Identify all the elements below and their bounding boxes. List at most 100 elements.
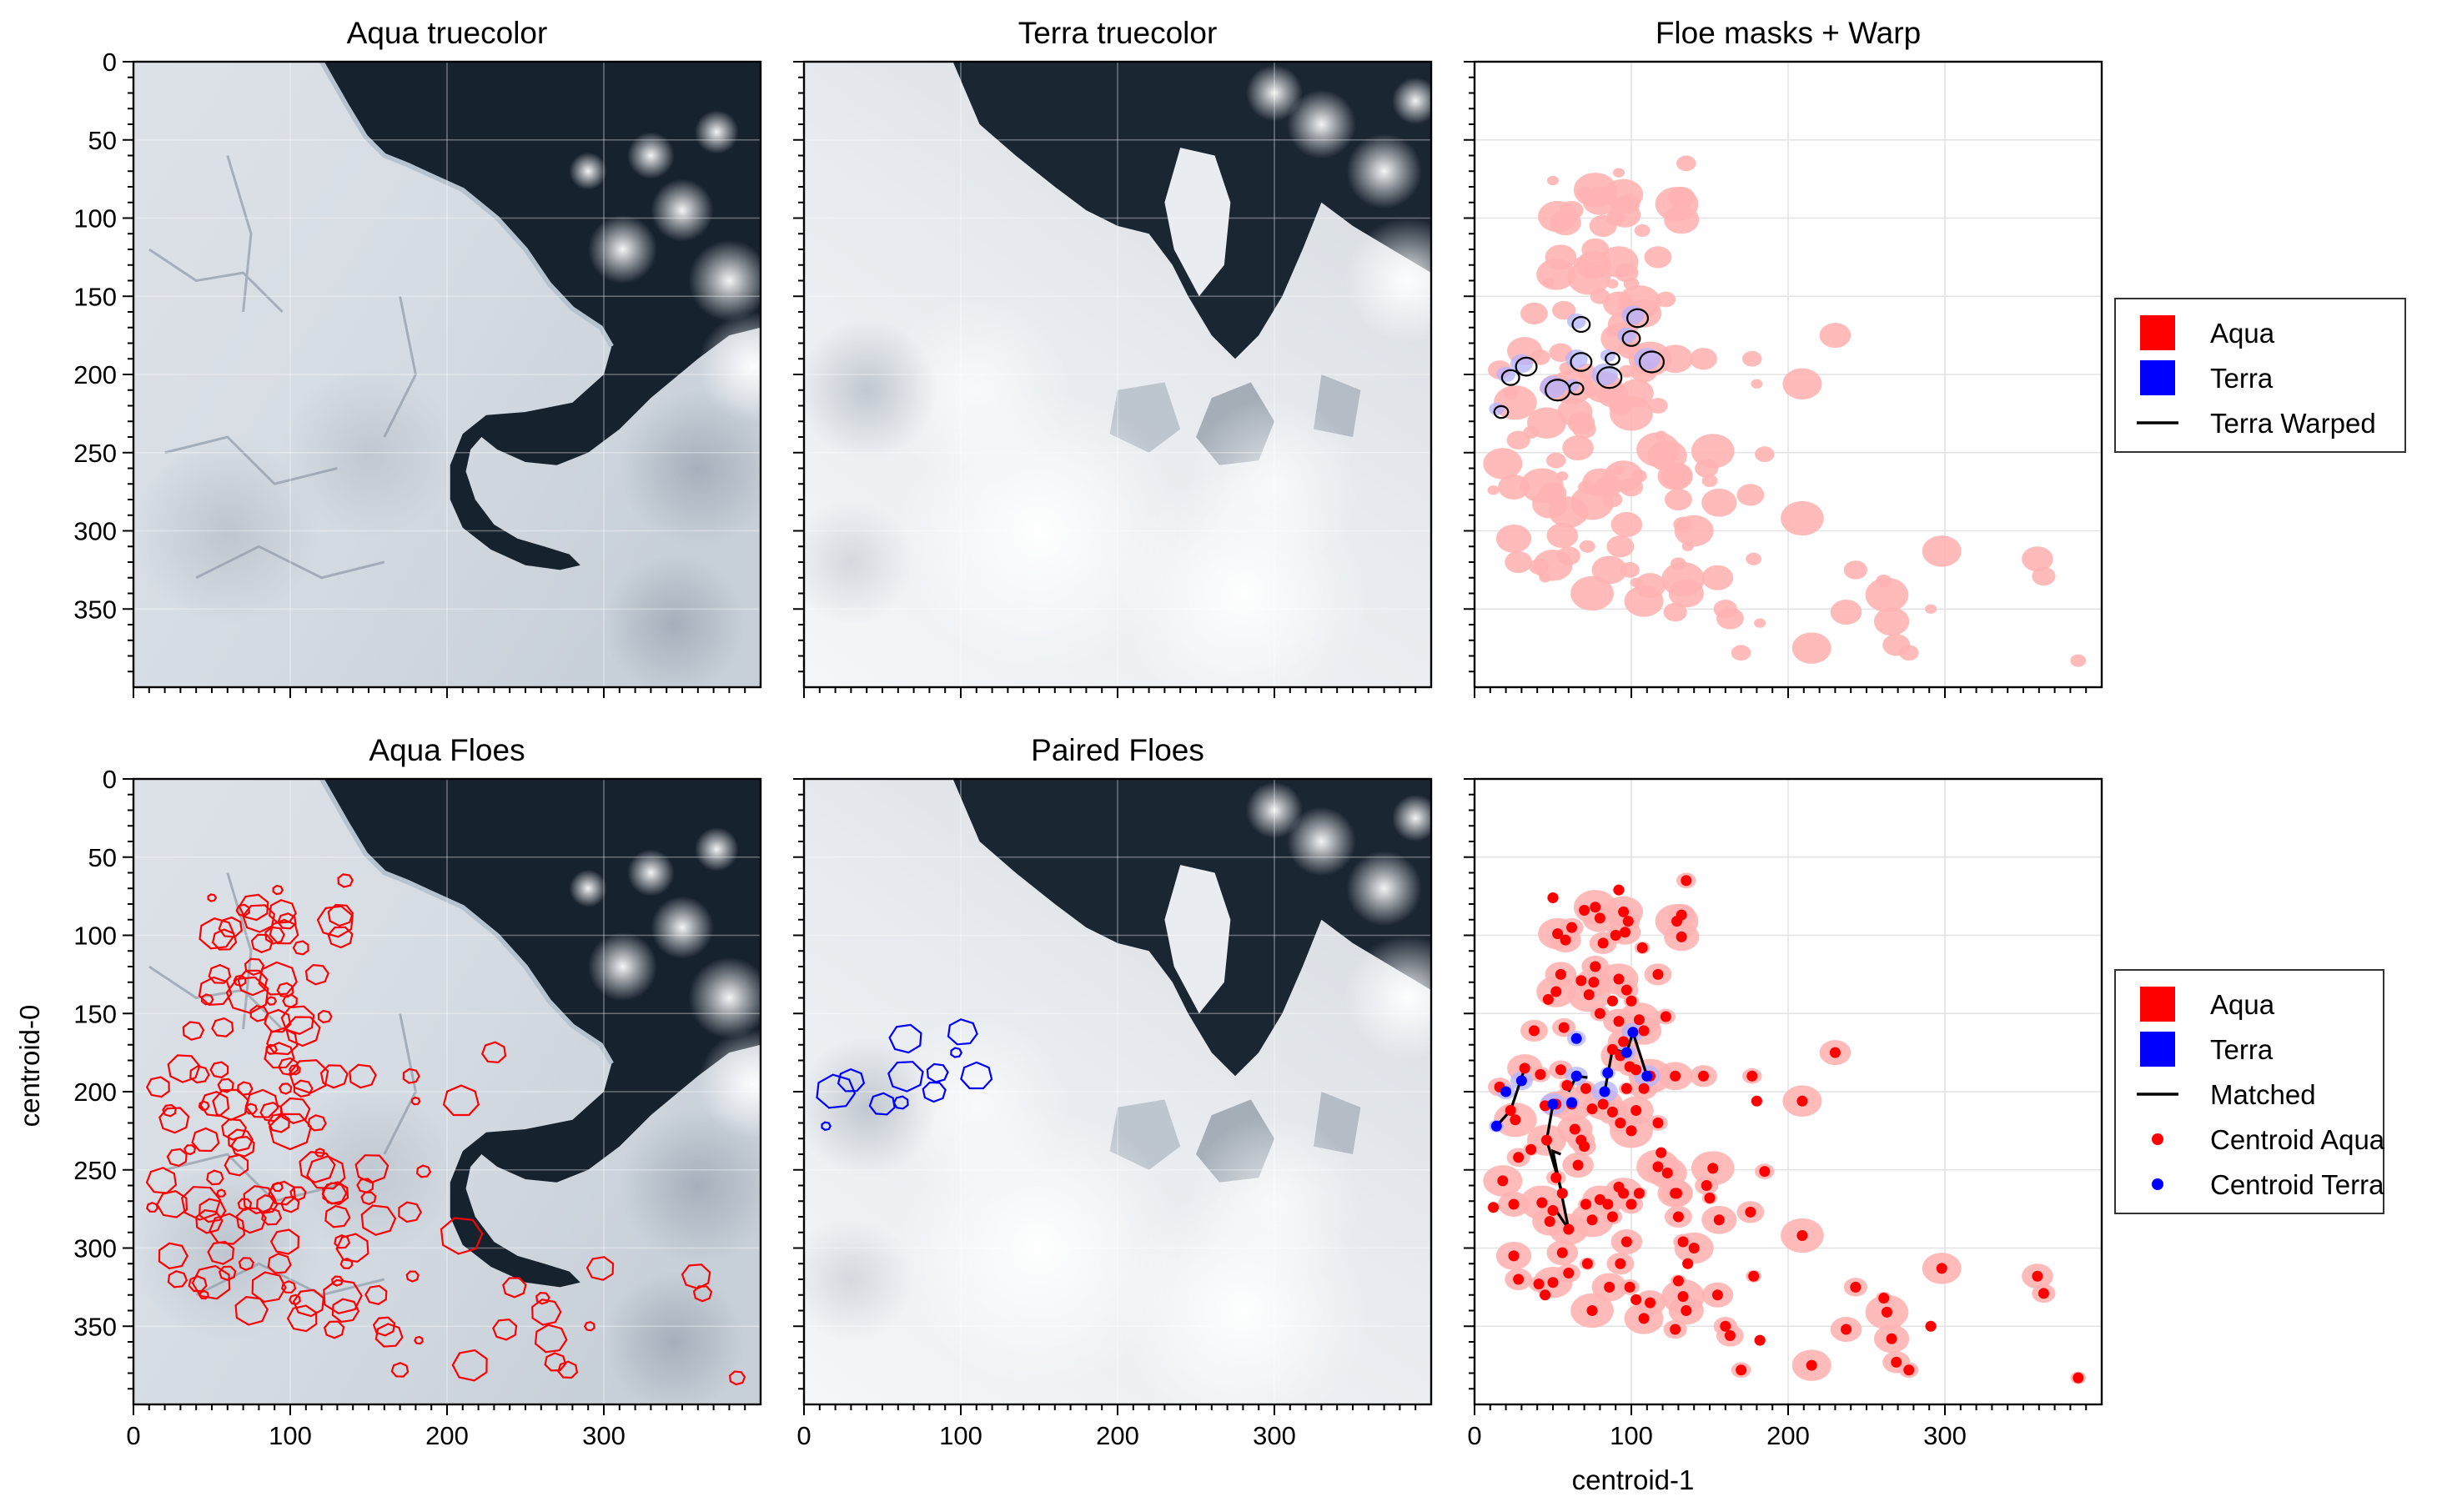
- aqua-mask: [1495, 524, 1532, 553]
- centroid-aqua-point: [1547, 892, 1559, 903]
- legend-label: Matched: [2210, 1079, 2316, 1110]
- floe-outline: [284, 1016, 321, 1047]
- floe-outline: [237, 969, 269, 997]
- centroid-aqua-point: [1878, 1293, 1890, 1304]
- floe-outline: [289, 1186, 307, 1202]
- aqua-mask: [1602, 491, 1623, 508]
- centroid-aqua-point: [1519, 1062, 1530, 1074]
- floe-outline: [216, 1188, 227, 1198]
- centroid-aqua-point: [1590, 902, 1601, 913]
- centroid-aqua-point: [1547, 1277, 1559, 1288]
- aqua-mask: [1615, 263, 1639, 283]
- floe-outline: [289, 1059, 329, 1094]
- centroid-aqua-point: [1556, 1188, 1568, 1199]
- aqua-mask: [1873, 607, 1910, 636]
- centroid-aqua-point: [1550, 986, 1562, 997]
- ticks: [793, 61, 1417, 698]
- floe-outline: [167, 1054, 201, 1083]
- floe-outline: [279, 1097, 311, 1124]
- aqua-mask: [1742, 350, 1762, 367]
- y-tick-label: 50: [88, 126, 117, 155]
- centroid-aqua-point: [1594, 1007, 1605, 1019]
- centroid-aqua-point: [1613, 973, 1625, 985]
- centroid-aqua-point: [1575, 975, 1587, 987]
- panel-title: Floe masks + Warp: [1656, 16, 1921, 50]
- centroid-aqua-point: [1638, 1025, 1650, 1037]
- x-tick-label: 300: [1253, 1421, 1296, 1450]
- legend-label: Terra: [2210, 1034, 2274, 1065]
- centroid-aqua-point: [1594, 1193, 1605, 1205]
- x-tick-label: 300: [582, 1421, 626, 1450]
- legends: Aqua Terra Terra Warped Aqua Terra Matched Cen…: [2114, 298, 2406, 1214]
- floe-outline: [261, 1207, 283, 1226]
- floe-outline: [189, 1065, 210, 1084]
- floe-outline: [269, 918, 299, 945]
- aqua-mask: [1618, 379, 1654, 408]
- floe-outline: [681, 1263, 711, 1290]
- terra-truecolor-image: [804, 779, 1431, 1404]
- centroid-aqua-point: [1886, 1333, 1897, 1344]
- aqua-mask: [1619, 477, 1644, 497]
- centroid-terra-point: [1570, 1032, 1582, 1044]
- centroid-aqua-point: [1513, 1152, 1525, 1163]
- centroid-aqua-point: [1569, 1123, 1580, 1135]
- y-tick-label: 0: [103, 765, 117, 794]
- centroid-aqua-point: [1881, 1306, 1892, 1318]
- centroid-aqua-point: [1625, 1125, 1637, 1137]
- y-axis-label: centroid-0: [14, 1005, 45, 1128]
- floe-outline: [158, 1107, 190, 1134]
- floe-outline: [440, 1217, 484, 1255]
- floe-outline: [415, 1164, 432, 1178]
- aqua-mask: [1545, 244, 1577, 270]
- legend-label: Aqua: [2210, 318, 2275, 349]
- centroid-aqua-point: [1615, 1258, 1626, 1269]
- aqua-mask: [1736, 484, 1765, 506]
- centroid-aqua-point: [1613, 1016, 1625, 1027]
- floe-outline: [323, 1278, 363, 1314]
- floe-outline: [207, 893, 218, 902]
- aqua-mask: [1618, 364, 1635, 378]
- y-tick-label: 150: [73, 282, 117, 311]
- centroid-aqua-point: [1796, 1095, 1808, 1107]
- centroid-aqua-point: [1556, 1247, 1568, 1258]
- y-tick-label: 350: [73, 1312, 117, 1341]
- centroid-aqua-point: [1618, 1188, 1630, 1199]
- floe-outline: [191, 1264, 231, 1300]
- centroid-aqua-point: [1672, 1275, 1684, 1287]
- centroid-aqua-point: [1510, 1114, 1521, 1126]
- aqua-mask: [1560, 200, 1584, 220]
- floe-outline: [282, 993, 298, 1008]
- floe-outline: [442, 1084, 480, 1117]
- centroid-aqua-point: [1745, 1206, 1756, 1218]
- floe-outline: [272, 884, 284, 896]
- floe-outline: [288, 1064, 301, 1076]
- centroid-aqua-point: [1707, 1163, 1719, 1174]
- centroid-aqua-point: [1560, 934, 1571, 946]
- centroid-terra-point: [1500, 1086, 1512, 1098]
- centroid-aqua-point: [1563, 1223, 1575, 1235]
- floe-outline: [233, 974, 247, 987]
- aqua-mask: [1530, 349, 1550, 365]
- aqua-mask: [1674, 515, 1714, 547]
- aqua-mask: [1546, 175, 1560, 186]
- centroid-aqua-point: [1586, 1305, 1598, 1316]
- floe-outline: [583, 1321, 595, 1332]
- floe-outline: [292, 1288, 325, 1318]
- centroid-aqua-point: [1936, 1263, 1947, 1274]
- y-tick-label: 300: [73, 1234, 117, 1263]
- x-tick-label: 0: [796, 1421, 811, 1450]
- floe-outline: [249, 1005, 269, 1022]
- aqua-mask: [1562, 435, 1594, 461]
- centroid-aqua-point: [1620, 1083, 1632, 1094]
- centroid-aqua-point: [1525, 1143, 1537, 1155]
- panel-title: Paired Floes: [1031, 733, 1204, 767]
- floe-outline: [167, 1270, 188, 1288]
- floe-outline: [276, 982, 294, 998]
- centroid-terra-point: [1627, 1027, 1639, 1038]
- centroid-aqua-point: [1624, 1281, 1636, 1293]
- centroid-aqua-point: [1566, 922, 1578, 933]
- centroid-terra-point: [1641, 1070, 1653, 1082]
- aqua-mask: [2070, 654, 2087, 667]
- aqua-mask: [1546, 452, 1566, 469]
- aqua-mask: [1899, 645, 1919, 661]
